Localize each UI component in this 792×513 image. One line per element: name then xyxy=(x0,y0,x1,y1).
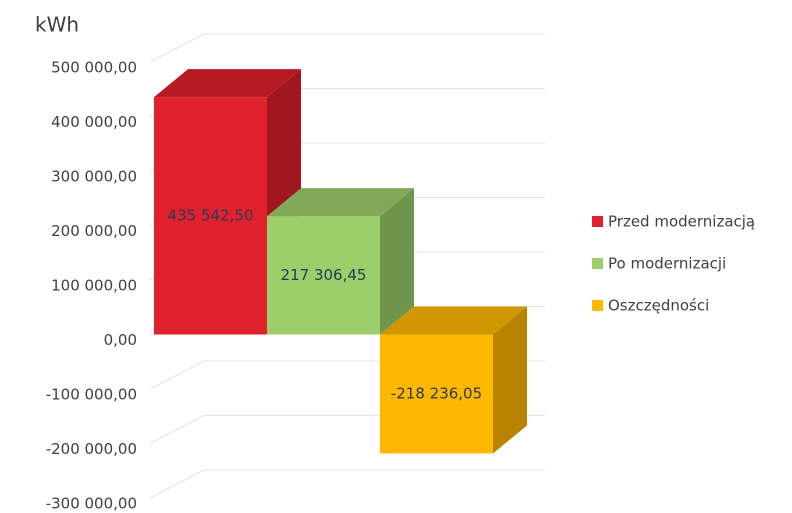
bar xyxy=(380,306,527,454)
bar-side xyxy=(493,306,527,454)
legend-label: Oszczędności xyxy=(608,297,709,315)
bar-top xyxy=(267,188,414,217)
y-tick-label: 0,00 xyxy=(104,331,137,349)
data-label: 217 306,45 xyxy=(281,266,367,284)
legend-swatch xyxy=(592,258,603,269)
y-tick-label: -100 000,00 xyxy=(46,386,137,404)
data-label: 435 542,50 xyxy=(168,206,254,224)
y-tick-label: 400 000,00 xyxy=(51,113,137,131)
bar-front xyxy=(380,334,493,454)
legend-label: Po modernizacji xyxy=(608,255,726,273)
y-tick-label: 500 000,00 xyxy=(51,59,137,77)
bar-side xyxy=(380,188,414,335)
bar-top xyxy=(154,69,301,98)
y-tick-label: -200 000,00 xyxy=(46,440,137,458)
y-tick-label: 300 000,00 xyxy=(51,168,137,186)
legend-swatch xyxy=(592,300,603,311)
bar xyxy=(267,188,414,335)
bar-front xyxy=(267,216,380,335)
y-tick-label: 200 000,00 xyxy=(51,222,137,240)
grid-line xyxy=(149,33,545,63)
legend-label: Przed modernizacją xyxy=(608,213,755,231)
legend-swatch xyxy=(592,216,603,227)
y-tick-label: -300 000,00 xyxy=(46,495,137,513)
y-tick-label: 100 000,00 xyxy=(51,277,137,295)
bar-top xyxy=(380,306,527,335)
bar-front xyxy=(154,97,267,335)
y-axis-title: kWh xyxy=(35,13,79,37)
data-label: -218 236,05 xyxy=(391,384,482,402)
grid-line xyxy=(149,469,545,499)
